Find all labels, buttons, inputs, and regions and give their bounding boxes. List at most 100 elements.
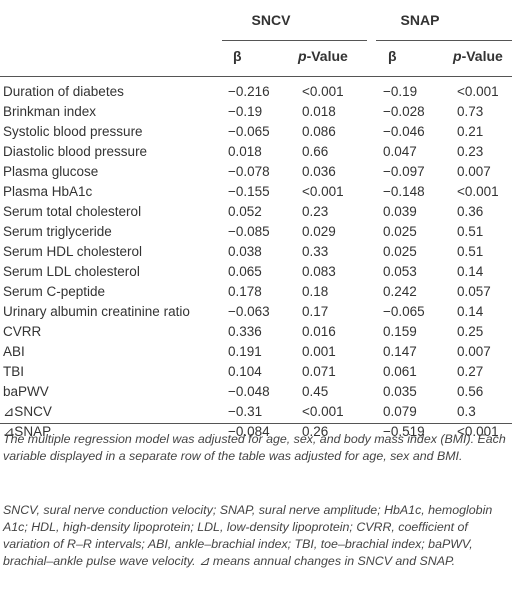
row-label: Serum total cholesterol [3,204,142,219]
cell: 0.3 [457,404,476,419]
column-header: p-Value [298,48,348,64]
cell: 0.038 [228,244,262,259]
cell: 0.23 [302,204,329,219]
cell: 0.007 [457,344,491,359]
cell: 0.018 [228,144,262,159]
cell: −0.046 [383,124,425,139]
cell: 0.071 [302,364,336,379]
cell: <0.001 [302,404,344,419]
row-label: Serum triglyceride [3,224,112,239]
cell: 0.039 [383,204,417,219]
cell: 0.057 [457,284,491,299]
cell: −0.19 [228,104,263,119]
cell: 0.053 [383,264,417,279]
row-label: Serum LDL cholesterol [3,264,140,279]
cell: 0.51 [457,244,484,259]
cell: 0.035 [383,384,417,399]
row-label: TBI [3,364,25,379]
row-label: Diastolic blood pressure [3,144,148,159]
cell: 0.065 [228,264,262,279]
cell: −0.085 [228,224,270,239]
header-rule [0,76,512,77]
cell: 0.14 [457,264,484,279]
cell: −0.048 [228,384,270,399]
cell: 0.73 [457,104,484,119]
cell: −0.084 [228,424,270,439]
group-header: SNCV [251,12,291,28]
cell: 0.147 [383,344,417,359]
cell: 0.047 [383,144,417,159]
cell: <0.001 [302,84,344,99]
group-rule [376,40,512,41]
row-label: Urinary albumin creatinine ratio [3,304,190,319]
cell: −0.065 [228,124,270,139]
column-header: β [388,48,397,64]
cell: −0.078 [228,164,270,179]
row-label: Plasma HbA1c [3,184,93,199]
cell: 0.336 [228,324,262,339]
cell: 0.104 [228,364,262,379]
cell: 0.016 [302,324,336,339]
row-label: ⊿SNCV [3,404,52,419]
cell: 0.14 [457,304,484,319]
cell: 0.061 [383,364,417,379]
row-label: Duration of diabetes [3,84,124,99]
cell: −0.065 [383,304,425,319]
cell: −0.148 [383,184,425,199]
cell: 0.086 [302,124,336,139]
cell: 0.66 [302,144,329,159]
cell: <0.001 [457,184,499,199]
column-header: p-Value [453,48,503,64]
cell: −0.028 [383,104,425,119]
cell: 0.025 [383,244,417,259]
cell: 0.36 [457,204,484,219]
row-label: Plasma glucose [3,164,99,179]
cell: 0.242 [383,284,417,299]
cell: −0.216 [228,84,270,99]
cell: 0.079 [383,404,417,419]
row-label: ABI [3,344,25,359]
row-label: Systolic blood pressure [3,124,143,139]
cell: 0.018 [302,104,336,119]
column-header: β [233,48,242,64]
cell: 0.178 [228,284,262,299]
cell: 0.33 [302,244,329,259]
cell: 0.052 [228,204,262,219]
cell: <0.001 [457,84,499,99]
cell: 0.007 [457,164,491,179]
cell: 0.51 [457,224,484,239]
cell: −0.31 [228,404,263,419]
cell: 0.036 [302,164,336,179]
cell: 0.17 [302,304,329,319]
cell: 0.001 [302,344,336,359]
row-label: Brinkman index [3,104,97,119]
group-rule [222,40,367,41]
cell: 0.18 [302,284,329,299]
cell: 0.159 [383,324,417,339]
row-label: baPWV [3,384,49,399]
cell: −0.155 [228,184,270,199]
cell: 0.191 [228,344,262,359]
cell: −0.063 [228,304,270,319]
footnote: SNCV, sural nerve conduction velocity; S… [3,503,493,568]
cell: 0.083 [302,264,336,279]
cell: <0.001 [302,184,344,199]
row-label: CVRR [3,324,42,339]
cell: 0.25 [457,324,484,339]
cell: 0.21 [457,124,484,139]
cell: −0.519 [383,424,425,439]
cell: 0.27 [457,364,484,379]
cell: 0.45 [302,384,329,399]
row-label: Serum C-peptide [3,284,106,299]
cell: 0.56 [457,384,484,399]
group-header: SNAP [400,12,440,28]
bottom-rule [0,423,512,424]
cell: −0.097 [383,164,425,179]
row-label: Serum HDL cholesterol [3,244,143,259]
footnote: The multiple regression model was adjust… [3,432,506,463]
cell: −0.19 [383,84,418,99]
cell: 0.23 [457,144,484,159]
cell: 0.029 [302,224,336,239]
cell: 0.26 [302,424,329,439]
